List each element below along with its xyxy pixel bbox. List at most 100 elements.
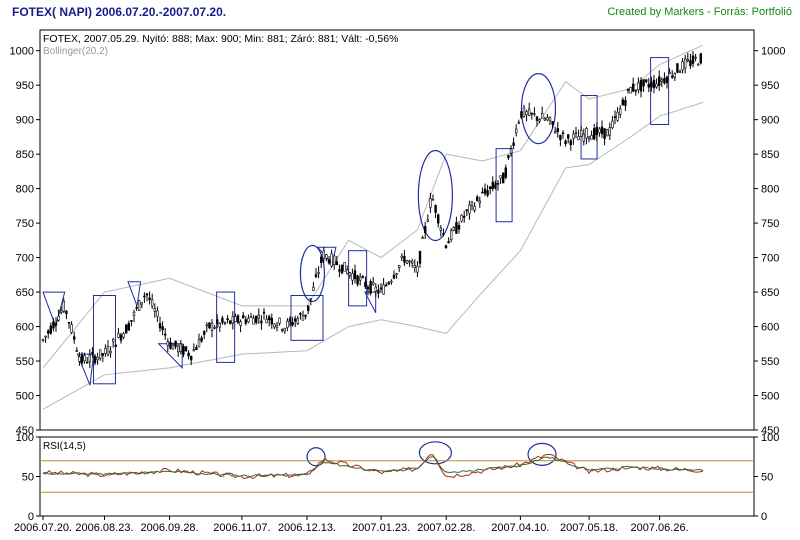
price-axis-ticks: 450 450 500 500 550 550 600 600 650 650 700 700 750 7… [10, 46, 786, 437]
candle-body [533, 113, 536, 115]
candle-body [306, 305, 310, 311]
candle-body [361, 276, 364, 278]
candle-body [501, 172, 505, 184]
candle-body [395, 273, 398, 276]
candle-body [244, 319, 247, 324]
price-tick-label: 850 [16, 149, 34, 161]
candle-body [384, 284, 388, 287]
candle-body [322, 250, 325, 259]
candle-body [280, 329, 284, 331]
date-tick-label: 2007.05.18. [560, 522, 618, 534]
candle-body [431, 198, 435, 201]
candle-body [387, 282, 390, 285]
date-axis-ticks: 2006.07.20. 2006.08.23. 2006.09.28. 2006.11… [14, 516, 689, 534]
price-tick-label: 600 [16, 322, 34, 334]
candle-body [624, 100, 627, 106]
candle-body [579, 130, 583, 137]
date-tick-label: 2007.01.23. [352, 522, 410, 534]
candle-body [522, 107, 526, 117]
candle-body [164, 333, 167, 336]
candle-body [416, 265, 419, 273]
title-bar: FOTEX( NAPI) 2006.07.20.-2007.07.20. Cre… [0, 0, 800, 24]
candle-body [190, 355, 193, 361]
candle-body [88, 354, 92, 362]
candle-body [130, 320, 133, 322]
candle-body [491, 181, 494, 189]
candle-body [660, 79, 664, 82]
candle-body [460, 214, 463, 222]
candle-body [299, 313, 302, 315]
price-tick-label: 700 [16, 253, 34, 265]
candle-body [312, 286, 315, 291]
candle-body [288, 318, 292, 322]
chart-title: FOTEX( NAPI) 2006.07.20.-2007.07.20. [12, 5, 227, 19]
rsi-tick-label: 0 [28, 511, 34, 523]
price-tick-label: 950 [16, 80, 34, 92]
candle-body [132, 311, 136, 316]
candle-body [423, 226, 427, 233]
candle-body [41, 339, 45, 341]
candle-body [75, 350, 79, 352]
candle-body [527, 108, 531, 116]
pattern-ellipse [418, 441, 452, 465]
candle-body [538, 119, 541, 122]
price-tick-label: 1000 [761, 46, 785, 58]
price-tick-label: 900 [761, 115, 779, 127]
candle-body [252, 317, 255, 325]
candle-body [93, 355, 97, 364]
price-tick-label: 650 [16, 287, 34, 299]
candle-body [348, 272, 351, 276]
price-panel-frame [39, 29, 755, 431]
candle-body [637, 82, 640, 90]
candle-body [70, 324, 73, 333]
rsi-tick-label: 100 [16, 432, 34, 444]
candle-body [203, 331, 206, 335]
candle-body [618, 108, 622, 115]
candle-body [140, 302, 143, 305]
candle-body [213, 326, 216, 329]
candle-body [106, 346, 110, 355]
price-tick-label: 800 [16, 184, 34, 196]
candle-body [621, 99, 625, 106]
candle-body [46, 330, 50, 334]
candle-body [595, 126, 599, 136]
candle-body [335, 261, 338, 265]
candle-body [330, 253, 333, 267]
candle-body [535, 116, 539, 121]
candlesticks [41, 50, 703, 368]
candle-body [148, 297, 151, 301]
candle-body [371, 281, 375, 285]
candle-body [439, 227, 442, 231]
candle-body [410, 260, 414, 264]
rsi-tick-label: 0 [761, 511, 767, 523]
price-tick-label: 900 [16, 115, 34, 127]
candle-body [400, 255, 403, 258]
candle-body [421, 237, 424, 239]
candle-body [205, 324, 208, 327]
candle-body [405, 260, 409, 264]
candle-body [57, 315, 60, 321]
price-tick-label: 950 [761, 80, 779, 92]
candle-body [686, 58, 690, 62]
candle-body [639, 80, 643, 92]
price-tick-label: 800 [761, 184, 779, 196]
bollinger-upper-line [42, 44, 704, 369]
candle-body [301, 315, 305, 321]
candle-body [179, 343, 182, 352]
candle-body [678, 71, 682, 73]
candle-body [200, 337, 203, 342]
candle-body [145, 293, 149, 296]
candle-body [681, 61, 684, 71]
candle-body [345, 269, 349, 275]
candle-body [197, 339, 201, 348]
price-tick-label: 550 [761, 356, 779, 368]
candle-body [470, 201, 474, 206]
candle-body [452, 227, 455, 231]
candle-body [343, 262, 346, 272]
candle-body [499, 175, 502, 179]
candle-body [62, 300, 66, 312]
candle-body [174, 340, 177, 347]
candle-body [382, 284, 385, 295]
candle-body [364, 281, 367, 288]
